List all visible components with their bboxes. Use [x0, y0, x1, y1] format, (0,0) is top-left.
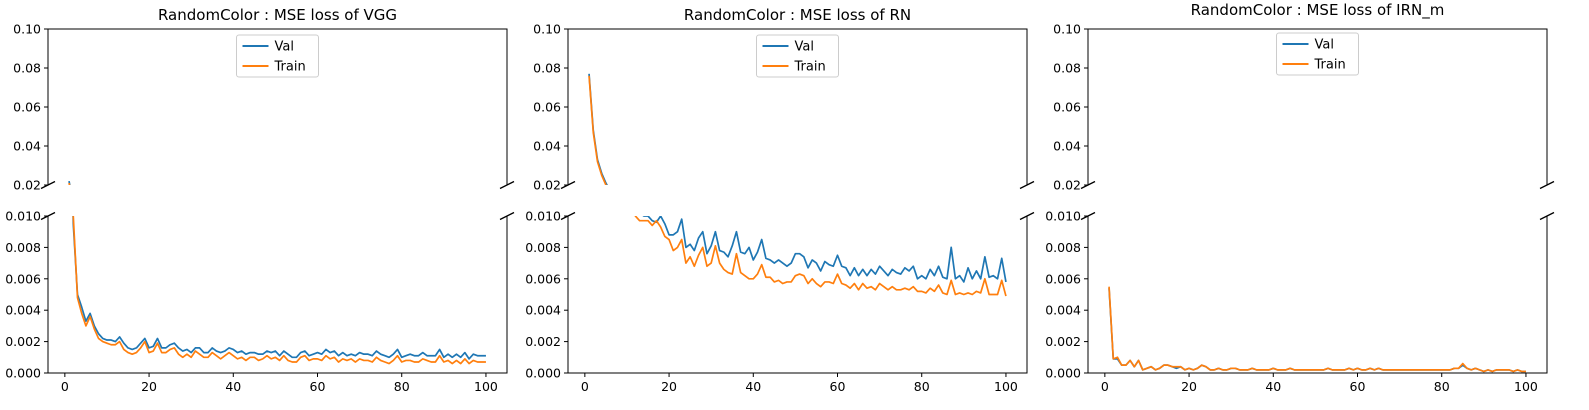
y-tick-label: 0.04 — [533, 139, 561, 154]
y-tick-label: 0.02 — [533, 178, 561, 193]
x-tick-label: 40 — [225, 379, 241, 394]
y-tick-label: 0.006 — [525, 271, 561, 286]
lower-axes-frame — [567, 216, 1028, 374]
legend-label-train: Train — [274, 60, 306, 75]
x-tick-label: 100 — [474, 379, 498, 394]
y-tick-label: 0.008 — [525, 240, 561, 255]
y-tick-label: 0.002 — [525, 334, 561, 349]
y-tick-label: 0.10 — [1053, 22, 1081, 37]
y-tick-label: 0.02 — [1053, 178, 1081, 193]
x-tick-label: 60 — [1350, 379, 1366, 394]
x-tick-label: 40 — [745, 379, 761, 394]
chart-title: RandomColor : MSE loss of IRN_m — [1191, 1, 1445, 20]
x-tick-label: 100 — [1514, 379, 1538, 394]
axis-break-mark — [499, 211, 515, 221]
series-line-val-lower — [642, 216, 1007, 283]
series-line-train-upper — [1109, 213, 1526, 224]
chart-title: RandomColor : MSE loss of VGG — [158, 6, 397, 24]
y-tick-label: 0.10 — [13, 22, 41, 37]
axis-break-mark — [499, 180, 515, 190]
y-tick-label: 0.000 — [525, 366, 561, 381]
y-tick-label: 0.08 — [1053, 61, 1081, 76]
legend-label-train: Train — [794, 60, 826, 75]
y-tick-label: 0.010 — [525, 209, 561, 224]
axis-break-mark — [1019, 211, 1035, 221]
series-line-val-upper — [1109, 213, 1526, 223]
y-tick-label: 0.008 — [1045, 240, 1081, 255]
series-line-train-upper — [588, 75, 607, 185]
series-line-train-upper — [68, 182, 71, 185]
chart-title: RandomColor : MSE loss of RN — [684, 6, 911, 24]
axis-break-mark — [1539, 211, 1555, 221]
x-tick-label: 20 — [1181, 379, 1197, 394]
y-tick-label: 0.010 — [5, 209, 41, 224]
series-line-train-lower — [1108, 286, 1526, 373]
lower-axes-frame — [47, 216, 508, 374]
legend: Val Train — [756, 34, 839, 78]
x-tick-label: 60 — [310, 379, 326, 394]
lower-axes-frame — [1087, 216, 1548, 374]
chart-panel-1: RandomColor : MSE loss of VGG 0.02 0.04 0.0… — [5, 6, 515, 394]
y-tick-label: 0.04 — [1053, 139, 1081, 154]
x-tick-label: 80 — [394, 379, 410, 394]
y-tick-label: 0.008 — [5, 240, 41, 255]
y-tick-label: 0.04 — [13, 139, 41, 154]
x-tick-label: 80 — [1434, 379, 1450, 394]
x-tick-label: 20 — [661, 379, 677, 394]
x-tick-label: 0 — [1101, 379, 1109, 394]
y-tick-label: 0.006 — [5, 271, 41, 286]
x-tick-label: 40 — [1265, 379, 1281, 394]
axis-break-mark — [1019, 180, 1035, 190]
x-tick-label: 0 — [581, 379, 589, 394]
y-tick-label: 0.004 — [1045, 303, 1081, 318]
y-tick-label: 0.002 — [5, 334, 41, 349]
y-tick-label: 0.004 — [525, 303, 561, 318]
legend-label-val: Val — [795, 40, 814, 55]
series-line-val-upper — [588, 73, 608, 185]
y-tick-label: 0.06 — [1053, 100, 1081, 115]
series-line-val-lower — [1108, 288, 1526, 373]
legend: Val Train — [1276, 32, 1359, 76]
y-tick-label: 0.06 — [13, 100, 41, 115]
y-tick-label: 0.08 — [533, 61, 561, 76]
x-tick-label: 80 — [914, 379, 930, 394]
y-tick-label: 0.02 — [13, 178, 41, 193]
legend-label-val: Val — [275, 40, 294, 55]
x-tick-label: 100 — [994, 379, 1018, 394]
x-tick-label: 0 — [61, 379, 69, 394]
x-tick-label: 20 — [141, 379, 157, 394]
legend: Val Train — [236, 34, 319, 78]
y-tick-label: 0.06 — [533, 100, 561, 115]
chart-panel-2: RandomColor : MSE loss of RN 0.02 0.04 0.06… — [525, 6, 1035, 394]
y-tick-label: 0.002 — [1045, 334, 1081, 349]
y-tick-label: 0.10 — [533, 22, 561, 37]
y-tick-label: 0.000 — [1045, 366, 1081, 381]
series-line-val-upper — [68, 180, 71, 185]
legend-label-train: Train — [1314, 58, 1346, 73]
y-tick-label: 0.004 — [5, 303, 41, 318]
y-tick-label: 0.000 — [5, 366, 41, 381]
axis-break-mark — [1539, 180, 1555, 190]
legend-label-val: Val — [1315, 38, 1334, 53]
series-line-val-lower — [72, 216, 486, 360]
series-line-train-lower — [72, 216, 486, 365]
y-tick-label: 0.08 — [13, 61, 41, 76]
chart-panel-3: RandomColor : MSE loss of IRN_m 0.02 0.04 0… — [1045, 1, 1555, 394]
x-tick-label: 60 — [830, 379, 846, 394]
y-tick-label: 0.010 — [1045, 209, 1081, 224]
y-tick-label: 0.006 — [1045, 271, 1081, 286]
series-line-train-lower — [634, 216, 1007, 297]
